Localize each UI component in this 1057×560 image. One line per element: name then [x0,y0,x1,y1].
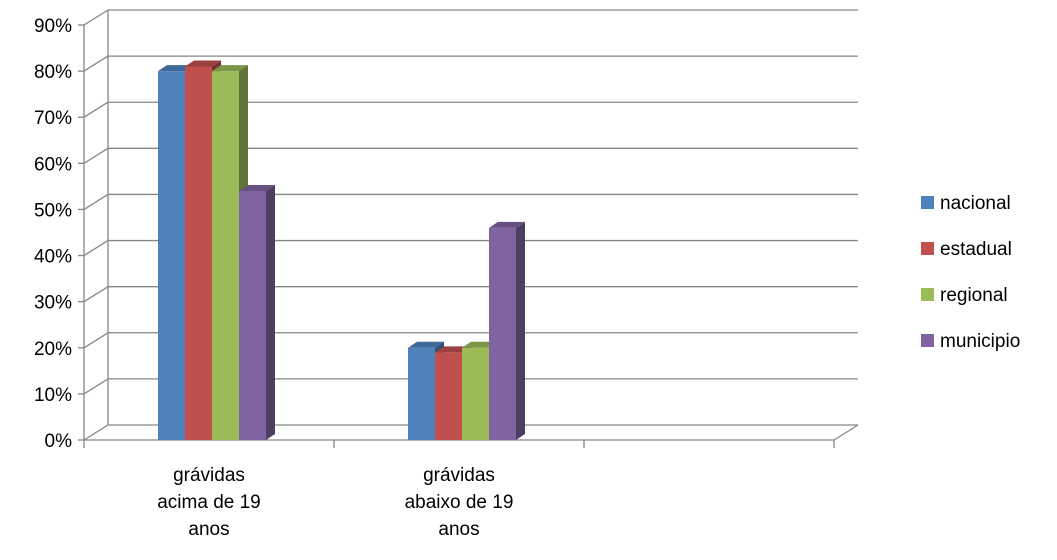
y-tick-label: 40% [34,247,72,268]
bar-municipio [489,222,525,440]
gridline-depth [84,425,108,440]
y-tick-label: 70% [34,108,72,129]
gridline-depth [84,194,108,209]
y-tick-label: 80% [34,62,72,83]
y-tick-label: 0% [45,431,73,452]
legend-swatch [921,288,934,301]
gridline-depth [84,56,108,71]
y-tick-label: 90% [34,16,72,37]
y-tick-label: 10% [34,385,72,406]
gridline-depth [84,10,108,25]
legend-item-estadual: estadual [921,239,1012,260]
floor-edge [834,425,858,440]
y-tick-label: 50% [34,200,72,221]
legend-swatch [921,242,934,255]
gridline-depth [84,241,108,256]
category-label: grávidas acima de 19 anos [157,465,261,540]
legend-label: municipio [940,331,1020,352]
y-tick-label: 20% [34,339,72,360]
legend-swatch [921,334,934,347]
bar-front [239,191,266,440]
bar-front [489,228,516,440]
bar-front [435,352,462,440]
legend-item-municipio: municipio [921,331,1020,352]
legend: nacional estadual regional municipio [921,193,1020,352]
bar-side [266,185,275,440]
bar-municipio [239,185,275,440]
legend-item-nacional: nacional [921,193,1011,214]
gridline-depth [84,287,108,302]
bar-front [158,71,185,440]
bar-side [516,222,525,440]
bar-front [185,67,212,441]
legend-item-regional: regional [921,285,1008,306]
category-label: grávidas abaixo de 19 anos [405,465,514,540]
y-tick-label: 30% [34,293,72,314]
legend-label: estadual [940,239,1012,260]
legend-label: regional [940,285,1008,306]
legend-swatch [921,196,934,209]
bar-front [462,348,489,440]
bars [158,61,525,441]
bar-front [212,71,239,440]
gridline-depth [84,102,108,117]
gridline-depth [84,379,108,394]
gridline-depth [84,148,108,163]
gridline-depth [84,333,108,348]
legend-label: nacional [940,193,1011,214]
bar-front [408,348,435,440]
y-tick-label: 60% [34,154,72,175]
